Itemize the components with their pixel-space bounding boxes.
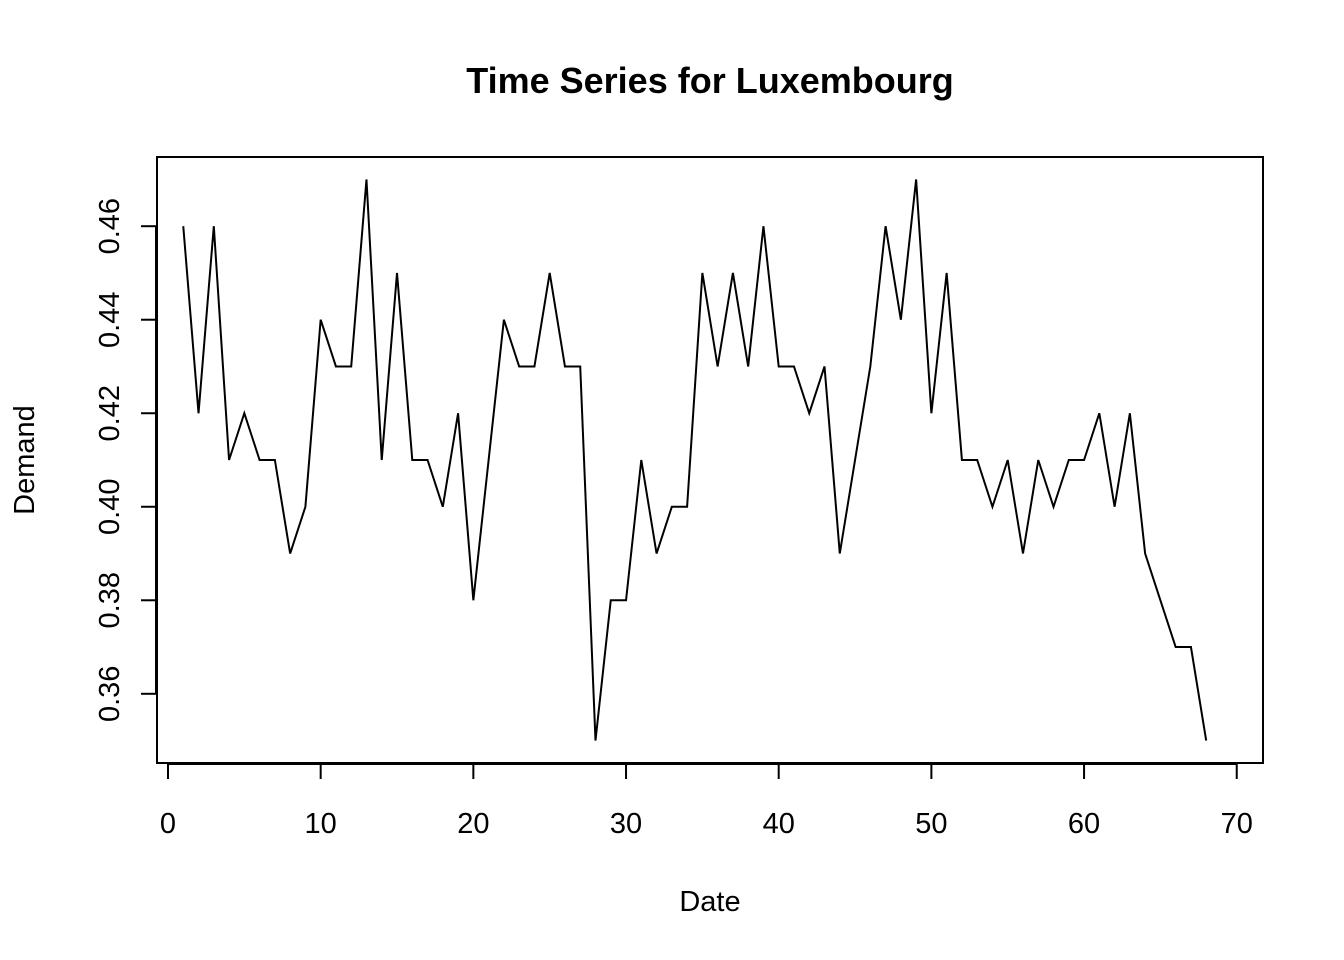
y-tick-label: 0.44 [94, 291, 126, 347]
x-tick-label: 30 [610, 808, 642, 840]
x-tick-label: 70 [1221, 808, 1253, 840]
y-tick-label: 0.38 [94, 572, 126, 628]
x-tick-label: 10 [305, 808, 337, 840]
series-group [182, 179, 1208, 741]
plot-border [156, 156, 1264, 764]
x-tick-label: 50 [915, 808, 947, 840]
chart-title: Time Series for Luxembourg [466, 60, 953, 101]
x-tick-label: 0 [160, 808, 176, 840]
x-tick-label: 20 [457, 808, 489, 840]
x-tick-label: 60 [1068, 808, 1100, 840]
y-tick-label: 0.40 [94, 479, 126, 535]
y-axis-title: Demand [9, 405, 41, 515]
y-axis: 0.36 0.38 0.40 0.42 0.44 0.46 [94, 198, 157, 722]
y-tick-label: 0.42 [94, 385, 126, 441]
x-axis-title: Date [679, 886, 740, 918]
x-tick-label: 40 [763, 808, 795, 840]
y-tick-label: 0.46 [94, 198, 126, 254]
y-tick-label: 0.36 [94, 666, 126, 722]
series-line-0 [182, 179, 1208, 741]
x-axis: 0 10 20 30 40 50 60 70 [160, 763, 1253, 840]
